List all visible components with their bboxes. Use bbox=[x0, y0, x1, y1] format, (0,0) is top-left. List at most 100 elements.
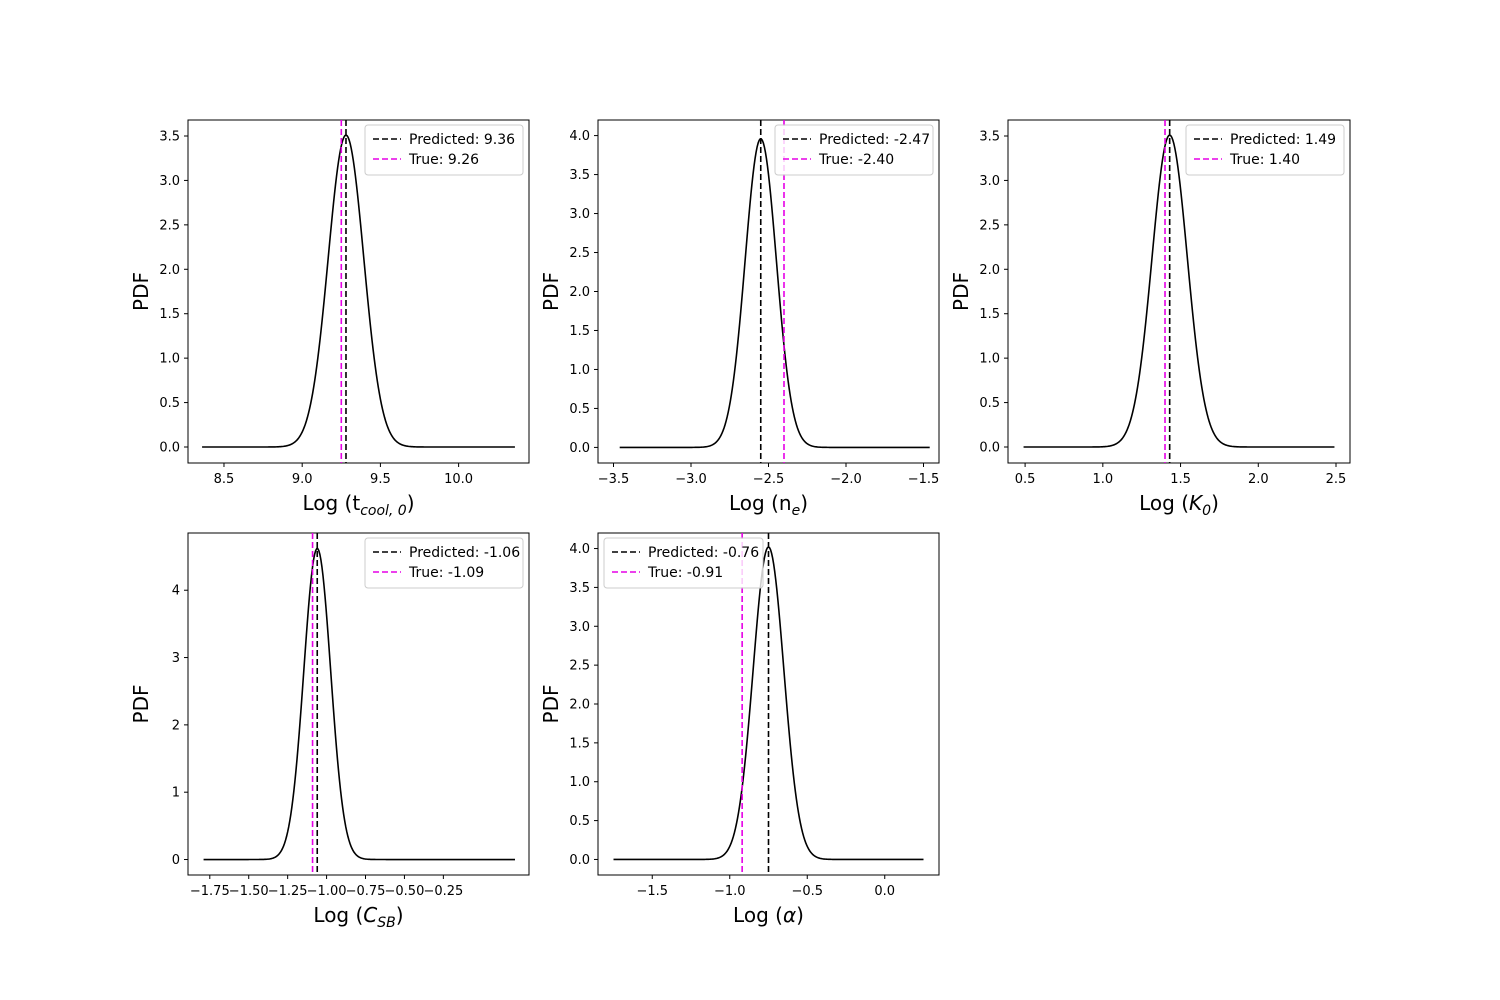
y-tick-label: 0.5 bbox=[569, 814, 590, 829]
subplot-2: −3.5 −3.0 −2.5 −2.0 −1.5 0.0 0.5 1.0 1.5 2.0 2.5 3.… bbox=[539, 119, 940, 519]
y-tick-label: 2.5 bbox=[569, 659, 590, 674]
x-tick-label: 10.0 bbox=[444, 472, 473, 487]
y-tick-label: 2.5 bbox=[979, 218, 1000, 233]
x-axis-label-subscript: cool, 0 bbox=[360, 503, 407, 519]
x-axis-label-prefix: Log ( bbox=[313, 903, 363, 927]
y-tick-label: 2 bbox=[172, 718, 180, 733]
y-tick-label: 3.0 bbox=[979, 174, 1000, 189]
x-axis-label-symbol: α bbox=[783, 903, 796, 927]
x-tick-label: −1.50 bbox=[229, 884, 269, 899]
x-axis-label-subscript: 0 bbox=[1202, 503, 1211, 519]
x-tick-label: −0.75 bbox=[346, 884, 386, 899]
legend: Predicted: -0.76 True: -0.91 bbox=[603, 537, 764, 589]
subplot-3: 0.5 1.0 1.5 2.0 2.5 0.0 0.5 1.0 1.5 2.0 2.5 3.0 3.5 P… bbox=[949, 119, 1351, 519]
legend-label: True: -0.91 bbox=[647, 565, 723, 581]
y-tick-label: 0 bbox=[172, 853, 180, 868]
legend-label: Predicted: -2.47 bbox=[819, 132, 930, 148]
legend-box bbox=[364, 124, 524, 176]
x-tick-label: 0.5 bbox=[1015, 472, 1036, 487]
y-axis-label: PDF bbox=[129, 272, 153, 311]
y-tick-label: 1.5 bbox=[569, 736, 590, 751]
legend: Predicted: 1.49 True: 1.40 bbox=[1185, 124, 1345, 176]
x-tick-label: −0.5 bbox=[791, 884, 823, 899]
legend: Predicted: -1.06 True: -1.09 bbox=[364, 537, 524, 589]
subplot-4: −1.75 −1.50 −1.25 −1.00 −0.75 −0.50 −0.25 0 1 2 3 4… bbox=[129, 532, 530, 931]
x-tick-label: −2.0 bbox=[830, 472, 862, 487]
x-tick-label: −1.0 bbox=[714, 884, 746, 899]
x-axis-label: Log (tcool, 0) bbox=[302, 491, 414, 519]
legend-label: True: -2.40 bbox=[818, 152, 894, 168]
subplot-5: −1.5 −1.0 −0.5 0.0 0.0 0.5 1.0 1.5 2.0 2.5 3.0 3.5 4… bbox=[539, 532, 940, 927]
y-tick-label: 0.5 bbox=[979, 396, 1000, 411]
y-tick-label: 3.5 bbox=[979, 129, 1000, 144]
legend-label: True: 9.26 bbox=[408, 152, 479, 168]
legend-label: Predicted: 9.36 bbox=[409, 132, 515, 148]
x-tick-label: −0.50 bbox=[385, 884, 425, 899]
x-tick-label: 0.0 bbox=[874, 884, 895, 899]
y-axis-label: PDF bbox=[539, 272, 563, 311]
x-tick-label: 1.0 bbox=[1092, 472, 1113, 487]
pdf-curve bbox=[619, 138, 930, 449]
x-tick-label: 1.5 bbox=[1170, 472, 1191, 487]
y-axis-label: PDF bbox=[949, 272, 973, 311]
y-tick-label: 1.0 bbox=[159, 352, 180, 367]
legend-label: True: -1.09 bbox=[408, 565, 484, 581]
pdf-curve bbox=[1023, 134, 1335, 448]
y-tick-label: 4 bbox=[172, 584, 180, 599]
y-tick-label: 0.0 bbox=[159, 441, 180, 456]
x-tick-label: 9.0 bbox=[292, 472, 313, 487]
x-axis-label-suffix: ) bbox=[1211, 491, 1219, 515]
y-tick-label: 2.0 bbox=[569, 698, 590, 713]
y-tick-label: 3.0 bbox=[569, 620, 590, 635]
y-tick-label: 3 bbox=[172, 651, 180, 666]
y-tick-label: 4.0 bbox=[569, 542, 590, 557]
plot-frame bbox=[187, 119, 530, 464]
x-axis-label-symbol: K bbox=[1189, 491, 1204, 515]
legend-label: True: 1.40 bbox=[1229, 152, 1300, 168]
x-axis-label-prefix: Log ( bbox=[729, 491, 779, 515]
y-tick-label: 4.0 bbox=[569, 129, 590, 144]
x-axis-label-prefix: Log ( bbox=[733, 903, 783, 927]
legend-label: Predicted: -1.06 bbox=[409, 545, 520, 561]
y-tick-label: 3.5 bbox=[159, 129, 180, 144]
x-axis-label: Log (CSB) bbox=[313, 903, 403, 931]
x-tick-label: −1.00 bbox=[307, 884, 347, 899]
x-tick-label: −3.5 bbox=[598, 472, 630, 487]
y-tick-label: 1 bbox=[172, 786, 180, 801]
x-axis-label: Log (α) bbox=[733, 903, 804, 927]
y-tick-label: 1.0 bbox=[569, 775, 590, 790]
y-tick-label: 3.5 bbox=[569, 168, 590, 183]
y-tick-label: 2.0 bbox=[979, 263, 1000, 278]
x-tick-label: 2.0 bbox=[1248, 472, 1269, 487]
x-tick-label: 2.5 bbox=[1326, 472, 1347, 487]
x-axis-label-symbol: n bbox=[779, 491, 792, 515]
x-tick-label: −0.25 bbox=[423, 884, 463, 899]
x-tick-label: −1.5 bbox=[636, 884, 668, 899]
y-tick-label: 2.0 bbox=[569, 285, 590, 300]
x-axis-label-suffix: ) bbox=[407, 491, 415, 515]
legend-box bbox=[364, 537, 524, 589]
pdf-curve bbox=[203, 547, 515, 861]
y-tick-label: 0.0 bbox=[569, 441, 590, 456]
x-axis-label-prefix: Log ( bbox=[302, 491, 352, 515]
y-axis-label: PDF bbox=[539, 685, 563, 724]
y-tick-label: 1.5 bbox=[979, 307, 1000, 322]
x-tick-label: −1.75 bbox=[190, 884, 230, 899]
y-tick-label: 1.0 bbox=[979, 352, 1000, 367]
y-tick-label: 1.5 bbox=[569, 324, 590, 339]
y-tick-label: 0.0 bbox=[569, 853, 590, 868]
y-axis-label: PDF bbox=[129, 685, 153, 724]
legend-box bbox=[1185, 124, 1345, 176]
y-tick-label: 0.5 bbox=[569, 402, 590, 417]
legend: Predicted: -2.47 True: -2.40 bbox=[774, 124, 934, 176]
x-axis-label-suffix: ) bbox=[800, 491, 808, 515]
subplot-1: 8.5 9.0 9.5 10.0 0.0 0.5 1.0 1.5 2.0 2.5 3.0 3.5 PDF… bbox=[129, 119, 530, 519]
x-tick-label: −2.5 bbox=[753, 472, 785, 487]
y-tick-label: 3.0 bbox=[159, 174, 180, 189]
x-axis-label-suffix: ) bbox=[396, 903, 404, 927]
pdf-curve bbox=[202, 134, 515, 448]
y-tick-label: 2.0 bbox=[159, 263, 180, 278]
legend-box bbox=[774, 124, 934, 176]
legend-label: Predicted: -0.76 bbox=[648, 545, 759, 561]
y-tick-label: 0.5 bbox=[159, 396, 180, 411]
